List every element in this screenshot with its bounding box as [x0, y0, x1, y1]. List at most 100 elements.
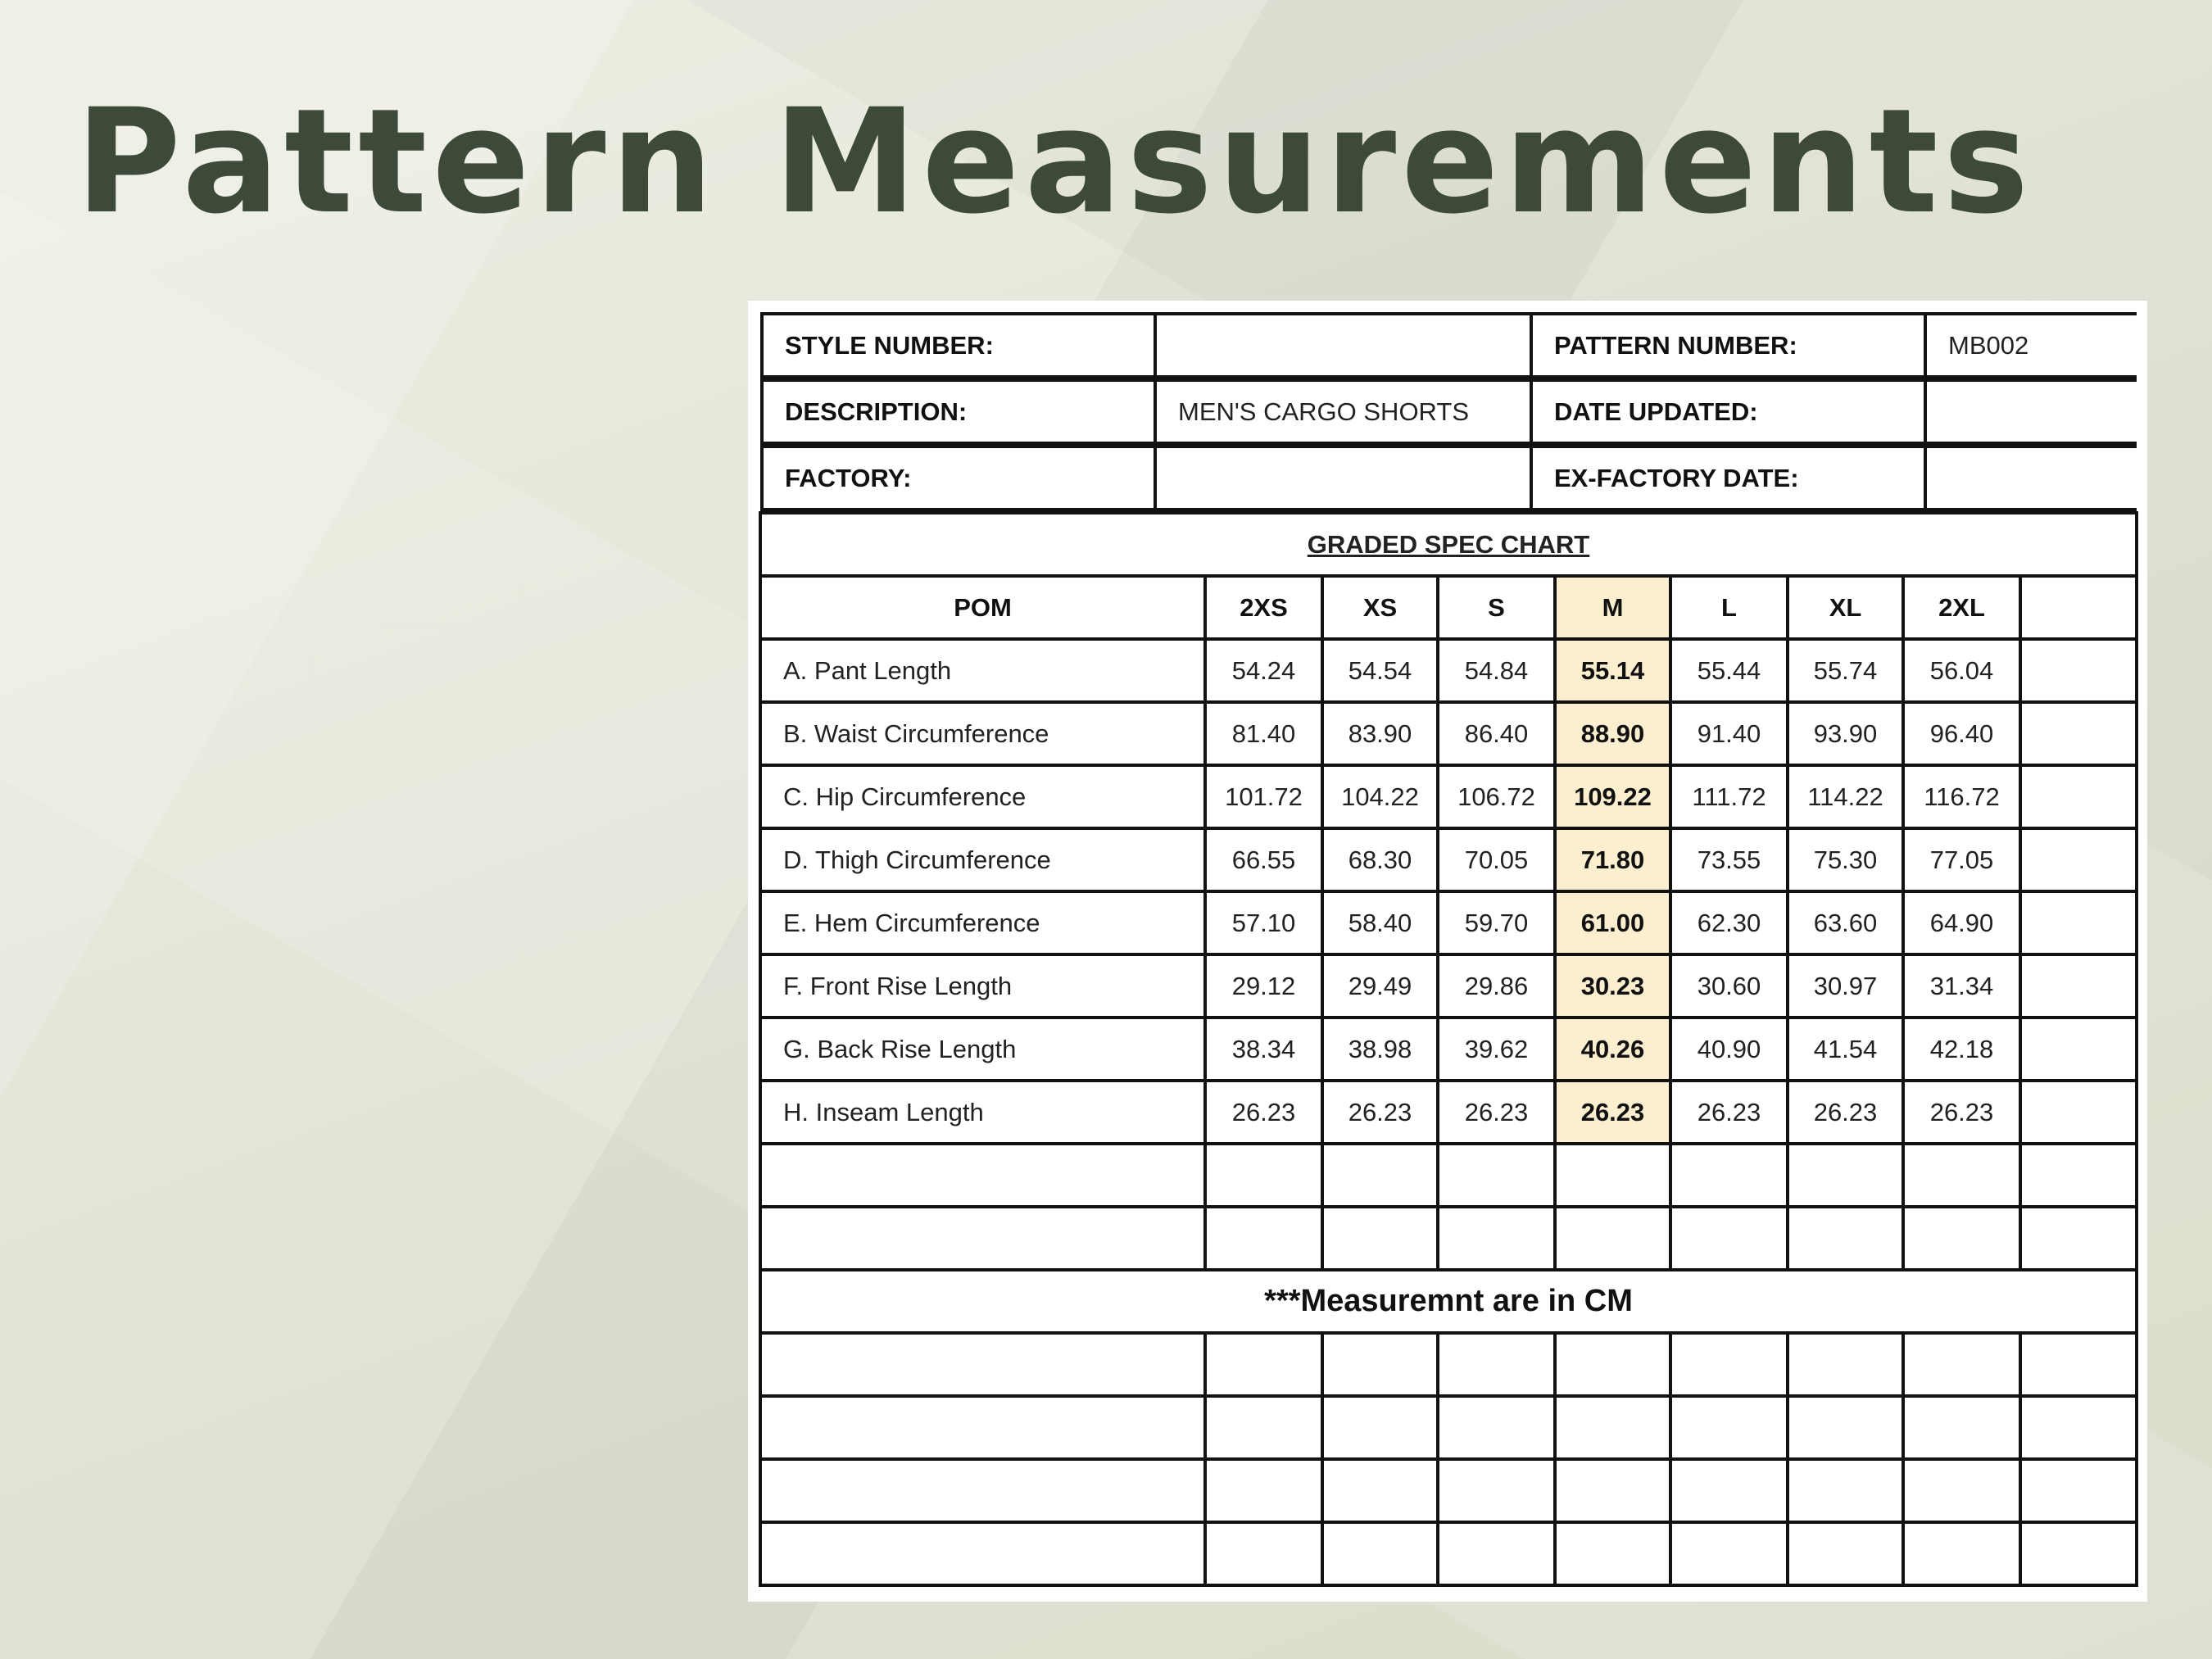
empty-cell	[1436, 1205, 1557, 1271]
empty-cell	[1786, 1205, 1905, 1271]
empty-cell	[2019, 1521, 2138, 1587]
empty-cell	[1669, 1331, 1789, 1398]
measurement-cell: 30.23	[1553, 953, 1672, 1019]
empty-cell	[2019, 1331, 2138, 1398]
column-header: XL	[1786, 574, 1905, 641]
measurement-cell: 77.05	[1902, 827, 2022, 893]
empty-cell	[1902, 1331, 2022, 1398]
empty-cell	[1203, 1394, 1324, 1461]
empty-cell	[1902, 1521, 2022, 1587]
measurement-cell: 38.34	[1203, 1016, 1324, 1082]
pom-label: E. Hem Circumference	[759, 890, 1207, 956]
info-label: DESCRIPTION:	[760, 378, 1157, 445]
empty-cell	[759, 1457, 1207, 1524]
empty-cell	[1203, 1457, 1324, 1524]
pom-label: A. Pant Length	[759, 637, 1207, 704]
chart-title-row: GRADED SPEC CHART	[759, 511, 2138, 578]
measurement-cell: 93.90	[1786, 700, 1905, 767]
measurement-cell: 54.84	[1436, 637, 1557, 704]
empty-cell	[1436, 1521, 1557, 1587]
measurement-cell: 106.72	[1436, 764, 1557, 830]
measurement-cell: 56.04	[1902, 637, 2022, 704]
empty-cell	[1553, 1521, 1672, 1587]
empty-cell	[1902, 1394, 2022, 1461]
column-header: S	[1436, 574, 1557, 641]
empty-row	[759, 1394, 2138, 1461]
info-row-cell: STYLE NUMBER: PATTERN NUMBER: MB002	[760, 312, 2137, 378]
empty-cell	[1902, 1205, 2022, 1271]
measurement-cell: 41.54	[1786, 1016, 1905, 1082]
pom-label: D. Thigh Circumference	[759, 827, 1207, 893]
column-header: POM	[759, 574, 1207, 641]
empty-cell	[759, 1394, 1207, 1461]
pom-label: H. Inseam Length	[759, 1079, 1207, 1145]
measurement-cell: 39.62	[1436, 1016, 1557, 1082]
measurement-cell: 111.72	[1669, 764, 1789, 830]
info-value	[1154, 312, 1533, 378]
measurement-cell: 29.12	[1203, 953, 1324, 1019]
measurement-cell: 55.74	[1786, 637, 1905, 704]
empty-row	[759, 1205, 2138, 1271]
empty-cell	[1321, 1521, 1439, 1587]
page-title: Pattern Measurements	[75, 78, 2034, 246]
measurement-cell: 26.23	[1321, 1079, 1439, 1145]
empty-cell	[1553, 1394, 1672, 1461]
measurement-cell: 101.72	[1203, 764, 1324, 830]
measurement-cell: 104.22	[1321, 764, 1439, 830]
spec-sheet: STYLE NUMBER: PATTERN NUMBER: MB002 DESCRIP…	[748, 301, 2147, 1602]
note-row: ***Measuremnt are in CM	[759, 1268, 2138, 1335]
measurement-cell: 64.90	[1902, 890, 2022, 956]
info-value	[1924, 445, 2137, 511]
column-header: 2XL	[1902, 574, 2022, 641]
empty-cell	[1669, 1394, 1789, 1461]
pom-label: C. Hip Circumference	[759, 764, 1207, 830]
column-header: XS	[1321, 574, 1439, 641]
empty-cell	[1553, 1205, 1672, 1271]
measurement-cell: 62.30	[1669, 890, 1789, 956]
measurement-cell: 26.23	[1436, 1079, 1557, 1145]
measurement-cell: 26.23	[1553, 1079, 1672, 1145]
pom-label: B. Waist Circumference	[759, 700, 1207, 767]
empty-cell	[1669, 1521, 1789, 1587]
info-row: DESCRIPTION: MEN'S CARGO SHORTS DATE UPDAT…	[760, 378, 2137, 445]
measurement-cell: 83.90	[1321, 700, 1439, 767]
pom-label: F. Front Rise Length	[759, 953, 1207, 1019]
measurement-cell: 55.14	[1553, 637, 1672, 704]
empty-cell	[1321, 1205, 1439, 1271]
info-row: FACTORY: EX-FACTORY DATE:	[760, 445, 2137, 513]
measurement-cell: 54.54	[1321, 637, 1439, 704]
measurement-cell: 54.24	[1203, 637, 1324, 704]
measurement-cell: 86.40	[1436, 700, 1557, 767]
empty-cell	[1321, 1394, 1439, 1461]
info-label: STYLE NUMBER:	[760, 312, 1157, 378]
measurement-cell: 30.60	[1669, 953, 1789, 1019]
measurement-cell: 26.23	[1786, 1079, 1905, 1145]
table-row: E. Hem Circumference 57.10 58.40 59.70 61.00…	[759, 890, 2138, 956]
table-row: D. Thigh Circumference 66.55 68.30 70.05 71.…	[759, 827, 2138, 893]
empty-cell	[2019, 700, 2138, 767]
measurement-cell: 42.18	[1902, 1016, 2022, 1082]
info-label: DATE UPDATED:	[1530, 378, 1927, 445]
empty-cell	[1321, 1457, 1439, 1524]
empty-cell	[2019, 1205, 2138, 1271]
measurement-cell: 26.23	[1902, 1079, 2022, 1145]
column-header	[2019, 574, 2138, 641]
table-row: H. Inseam Length 26.23 26.23 26.23 26.23 26.2…	[759, 1079, 2138, 1145]
empty-cell	[1902, 1457, 2022, 1524]
info-row: STYLE NUMBER: PATTERN NUMBER: MB002	[760, 312, 2137, 378]
measurement-cell: 61.00	[1553, 890, 1672, 956]
measurement-cell: 68.30	[1321, 827, 1439, 893]
measurement-cell: 75.30	[1786, 827, 1905, 893]
measurement-cell: 63.60	[1786, 890, 1905, 956]
empty-cell	[1203, 1205, 1324, 1271]
empty-cell	[759, 1331, 1207, 1398]
empty-row	[759, 1521, 2138, 1587]
table-row: B. Waist Circumference 81.40 83.90 86.40 88.…	[759, 700, 2138, 767]
table-row: C. Hip Circumference 101.72 104.22 106.72 10…	[759, 764, 2138, 830]
info-value: MEN'S CARGO SHORTS	[1154, 378, 1533, 445]
measurement-cell: 114.22	[1786, 764, 1905, 830]
units-note: ***Measuremnt are in CM	[759, 1268, 2138, 1335]
empty-cell	[1669, 1457, 1789, 1524]
table-row: F. Front Rise Length 29.12 29.49 29.86 30.23…	[759, 953, 2138, 1019]
measurement-cell: 26.23	[1669, 1079, 1789, 1145]
